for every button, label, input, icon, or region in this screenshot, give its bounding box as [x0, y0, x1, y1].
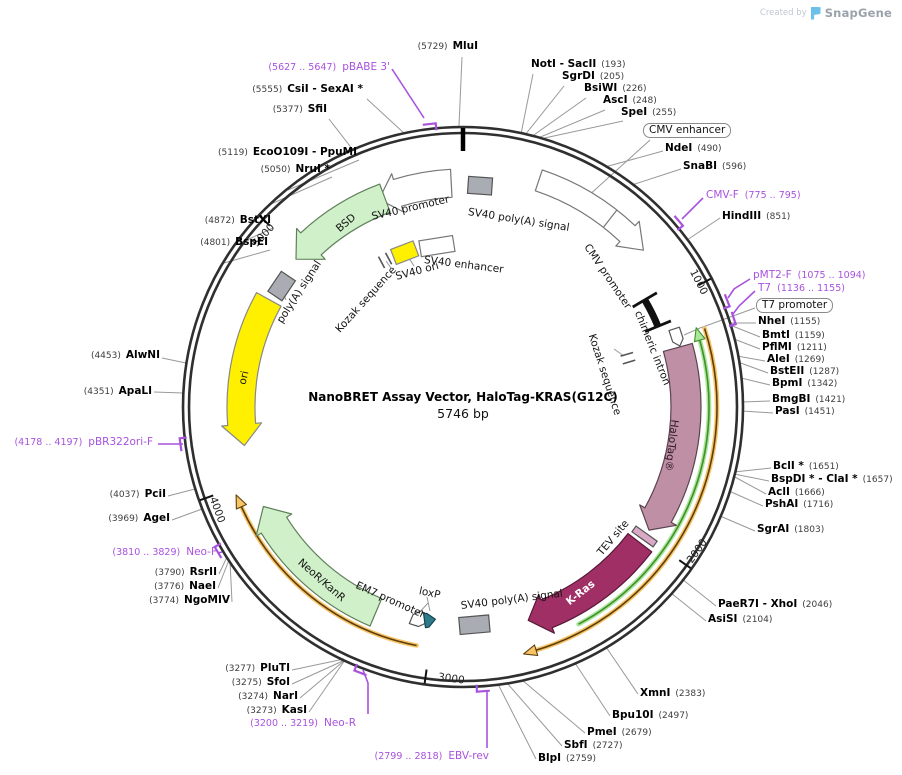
primer-marks[interactable] — [158, 68, 756, 748]
kozak-hash-right — [620, 351, 636, 365]
site-snabi[interactable]: SnaBI (596) — [683, 160, 747, 172]
site-csii-sexai[interactable]: (5555) CsiI - SexAI * — [252, 83, 363, 95]
site-bpu10i[interactable]: Bpu10I (2497) — [612, 709, 689, 721]
site-paer7i-xhoi[interactable]: PaeR7I - XhoI (2046) — [718, 598, 833, 610]
leader-lines — [153, 56, 774, 760]
feature-chimeric-intron-mark[interactable] — [632, 291, 672, 333]
site-xmni[interactable]: XmnI (2383) — [640, 687, 706, 699]
site-nhei[interactable]: NheI (1155) — [758, 315, 821, 327]
site-naei[interactable]: (3776) NaeI — [154, 580, 216, 592]
site-bspdi-clai[interactable]: BspDI * - ClaI * (1657) — [771, 473, 893, 485]
site-bcli[interactable]: BclI * (1651) — [773, 460, 839, 472]
site-spei[interactable]: SpeI (255) — [621, 106, 677, 118]
site-pshai[interactable]: PshAI (1716) — [765, 498, 834, 510]
feature-tev-site-lens[interactable] — [631, 525, 659, 548]
site-bsiwi[interactable]: BsiWI (226) — [584, 82, 647, 94]
feature-sv40-ori-box[interactable] — [389, 240, 420, 266]
site-pasi[interactable]: PasI (1451) — [775, 405, 835, 417]
site-noti-sacii[interactable]: NotI - SacII (193) — [531, 58, 626, 70]
site-bspei[interactable]: (4801) BspEI — [200, 236, 268, 248]
feature-sv40-polya-signal-box-bottom[interactable] — [458, 614, 491, 636]
site-bsteii[interactable]: BstEII (1287) — [770, 365, 840, 377]
site-sfoi[interactable]: (3275) SfoI — [231, 676, 290, 688]
site-pluti[interactable]: (3277) PluTI — [225, 662, 290, 674]
primer-ebv-rev[interactable]: (2799 .. 2818) EBV-rev — [374, 750, 490, 762]
site-asci[interactable]: AscI (248) — [603, 94, 657, 106]
primer-cmv-f[interactable]: CMV-F (775 .. 795) — [706, 189, 801, 201]
orf-arrow-orange-right[interactable] — [523, 326, 720, 657]
feature-ori-arrow[interactable] — [221, 292, 282, 447]
tick-marks — [199, 215, 712, 684]
site-nari[interactable]: (3274) NarI — [238, 690, 298, 702]
site-bstxi[interactable]: (4872) BstXI — [204, 214, 271, 226]
site-acli[interactable]: AclI (1666) — [768, 486, 825, 498]
orf-arrow-orange-left[interactable] — [235, 494, 419, 648]
snapgene-credit: Created by SnapGene — [760, 6, 892, 20]
site-bmgbi[interactable]: BmgBI (1421) — [772, 393, 846, 405]
site-sfii[interactable]: (5377) SfiI — [272, 103, 327, 115]
site-ecoo109i-ppumi[interactable]: (5119) EcoO109I - PpuMI — [217, 146, 357, 158]
snapgene-logo-icon — [810, 6, 821, 20]
feature-cmv-enhancer-promoter-arrow[interactable] — [534, 169, 644, 251]
site-kasi[interactable]: (3273) KasI — [246, 704, 307, 716]
site-agei[interactable]: (3969) AgeI — [108, 512, 170, 524]
site-pmei[interactable]: PmeI (2679) — [587, 726, 652, 738]
plasmid-title: NanoBRET Assay Vector, HaloTag-KRAS(G12C… — [308, 390, 618, 404]
site-ndei[interactable]: NdeI (490) — [665, 142, 722, 154]
site-nrui[interactable]: (5050) NruI * — [260, 163, 330, 175]
site-blpi[interactable]: BlpI (2759) — [538, 752, 596, 764]
feature-polya-signal-box[interactable] — [267, 270, 297, 302]
site-rsrii[interactable]: (3790) RsrII — [154, 566, 217, 578]
feature-sv40-promoter-arrow[interactable] — [378, 168, 453, 213]
site-bmti[interactable]: BmtI (1159) — [762, 329, 825, 341]
feature-sv40-enhancer-box[interactable] — [418, 234, 456, 258]
site-sgrai[interactable]: SgrAI (1803) — [757, 523, 825, 535]
site-asisi[interactable]: AsiSI (2104) — [708, 613, 773, 625]
feature-t7-promoter-arrow[interactable] — [668, 326, 684, 347]
primer-t7[interactable]: T7 (1136 .. 1155) — [758, 282, 845, 294]
feature-label-cmv-enhancer[interactable]: CMV enhancer — [643, 123, 732, 138]
site-apali[interactable]: (4351) ApaLI — [83, 385, 152, 397]
feature-kras-arrow[interactable] — [527, 533, 653, 634]
plasmid-length: 5746 bp — [437, 406, 489, 421]
site-alwni[interactable]: (4453) AlwNI — [90, 349, 160, 361]
primer-pbabe-3[interactable]: (5627 .. 5647) pBABE 3' — [268, 61, 390, 73]
site-pcii[interactable]: (4037) PciI — [109, 488, 166, 500]
feature-bsd-arrow[interactable] — [295, 183, 391, 260]
feature-label-t7-promoter[interactable]: T7 promoter — [756, 298, 834, 313]
orf-arrow-green[interactable] — [576, 327, 712, 627]
site-alei[interactable]: AleI (1269) — [767, 353, 825, 365]
site-hindiii[interactable]: HindIII (851) — [722, 210, 791, 222]
feature-halotag-arrow[interactable] — [639, 342, 702, 531]
site-sgrdi[interactable]: SgrDI (205) — [562, 70, 625, 82]
credit-prefix: Created by — [759, 8, 807, 18]
site-mlui[interactable]: (5729) MluI — [417, 40, 478, 52]
feature-neor-kanr-arrow[interactable] — [255, 505, 383, 627]
site-sbfi[interactable]: SbfI (2727) — [564, 739, 623, 751]
feature-sv40-polya-signal-box-top[interactable] — [466, 175, 494, 196]
site-bpmi[interactable]: BpmI (1342) — [772, 377, 838, 389]
site-pflmi[interactable]: PflMI (1211) — [762, 341, 827, 353]
site-ngomiv[interactable]: (3774) NgoMIV — [149, 594, 230, 606]
kozak-hash-left — [377, 252, 393, 269]
primer-neo-r[interactable]: (3200 .. 3219) Neo-R — [250, 717, 356, 729]
feature-loxp-pentagon[interactable] — [423, 612, 436, 629]
primer-neo-f[interactable]: (3810 .. 3829) Neo-F — [112, 546, 217, 558]
snapgene-brand: SnapGene — [824, 6, 892, 20]
primer-pbr322ori-f[interactable]: (4178 .. 4197) pBR322ori-F — [14, 436, 153, 448]
primer-pmt2-f[interactable]: pMT2-F (1075 .. 1094) — [753, 269, 866, 281]
